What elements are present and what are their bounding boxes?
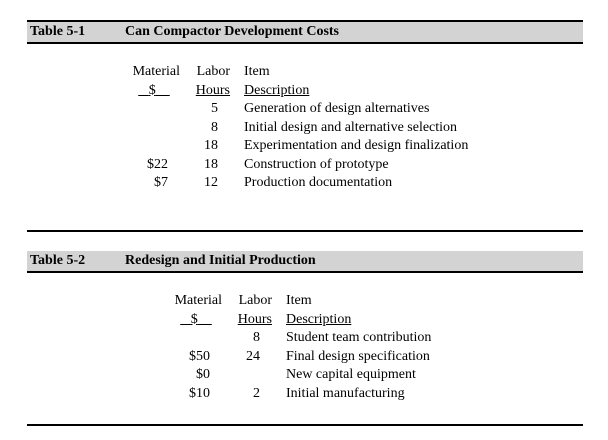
item-header: Item (244, 64, 270, 79)
material-cell: $50 (189, 348, 210, 364)
table2-body: Material Labor Item $ Hours Description … (172, 292, 552, 403)
table2-bottom-rule (27, 424, 583, 426)
hours-cell: 24 (246, 348, 260, 364)
material-cell: $22 (147, 156, 168, 172)
table1-number: Table 5-1 (30, 24, 86, 39)
description-cell: Initial manufacturing (286, 385, 405, 401)
description-cell: Generation of design alternatives (244, 101, 430, 116)
table-row: 8 Initial design and alternative selecti… (130, 119, 510, 138)
description-cell: New capital equipment (286, 367, 416, 382)
table1-header: Table 5-1 Can Compactor Development Cost… (27, 22, 583, 44)
hours-cell: 12 (204, 175, 218, 190)
description-cell: Final design specification (286, 348, 430, 364)
table2-header-rule (27, 271, 583, 273)
material-cell: $7 (154, 175, 168, 190)
table1-header-row-bottom: $ Hours Description (130, 82, 510, 101)
table-row: $22 18 Construction of prototype (130, 156, 510, 175)
description-cell: Initial design and alternative selection (244, 119, 458, 135)
description-header: Description (286, 311, 352, 327)
hours-cell: 18 (204, 138, 218, 153)
description-cell: Production documentation (244, 175, 393, 190)
material-header: Material (132, 64, 180, 79)
table2-header-row-top: Material Labor Item (172, 292, 552, 311)
table-row: $7 12 Production documentation (130, 174, 510, 193)
description-cell: Student team contribution (286, 330, 432, 345)
table-row: $0 New capital equipment (172, 366, 552, 385)
table1-body: Material Labor Item $ Hours Description … (130, 63, 510, 193)
table1-header-row-top: Material Labor Item (130, 63, 510, 82)
material-unit-header: $ (190, 311, 198, 327)
labor-header: Labor (238, 293, 272, 308)
item-header: Item (286, 293, 312, 308)
hours-cell: 8 (211, 119, 218, 135)
table2-number: Table 5-2 (30, 253, 86, 268)
material-cell: $0 (196, 367, 210, 382)
description-cell: Construction of prototype (244, 156, 389, 172)
material-cell: $10 (189, 385, 210, 401)
table2-header: Table 5-2 Redesign and Initial Productio… (27, 251, 583, 273)
table-row: 18 Experimentation and design finalizati… (130, 137, 510, 156)
table-row: $50 24 Final design specification (172, 348, 552, 367)
hours-cell: 18 (204, 156, 218, 172)
table1-top-rule (27, 20, 583, 22)
material-unit-header: $ (148, 82, 156, 98)
description-cell: Experimentation and design finalization (244, 138, 469, 153)
description-header: Description (244, 82, 310, 98)
table2-header-row-bottom: $ Hours Description (172, 311, 552, 330)
table2-title: Redesign and Initial Production (125, 253, 316, 268)
hours-header: Hours (237, 311, 272, 327)
table-row: $10 2 Initial manufacturing (172, 385, 552, 404)
hours-header: Hours (195, 82, 230, 98)
labor-header: Labor (196, 64, 230, 79)
table-row: 8 Student team contribution (172, 329, 552, 348)
hours-cell: 5 (211, 101, 218, 116)
table1-header-rule (27, 42, 583, 44)
table1-title: Can Compactor Development Costs (125, 24, 339, 39)
material-header: Material (174, 293, 222, 308)
table-row: 5 Generation of design alternatives (130, 100, 510, 119)
hours-cell: 2 (253, 385, 260, 401)
hours-cell: 8 (253, 330, 260, 345)
table1-bottom-rule (27, 230, 583, 232)
